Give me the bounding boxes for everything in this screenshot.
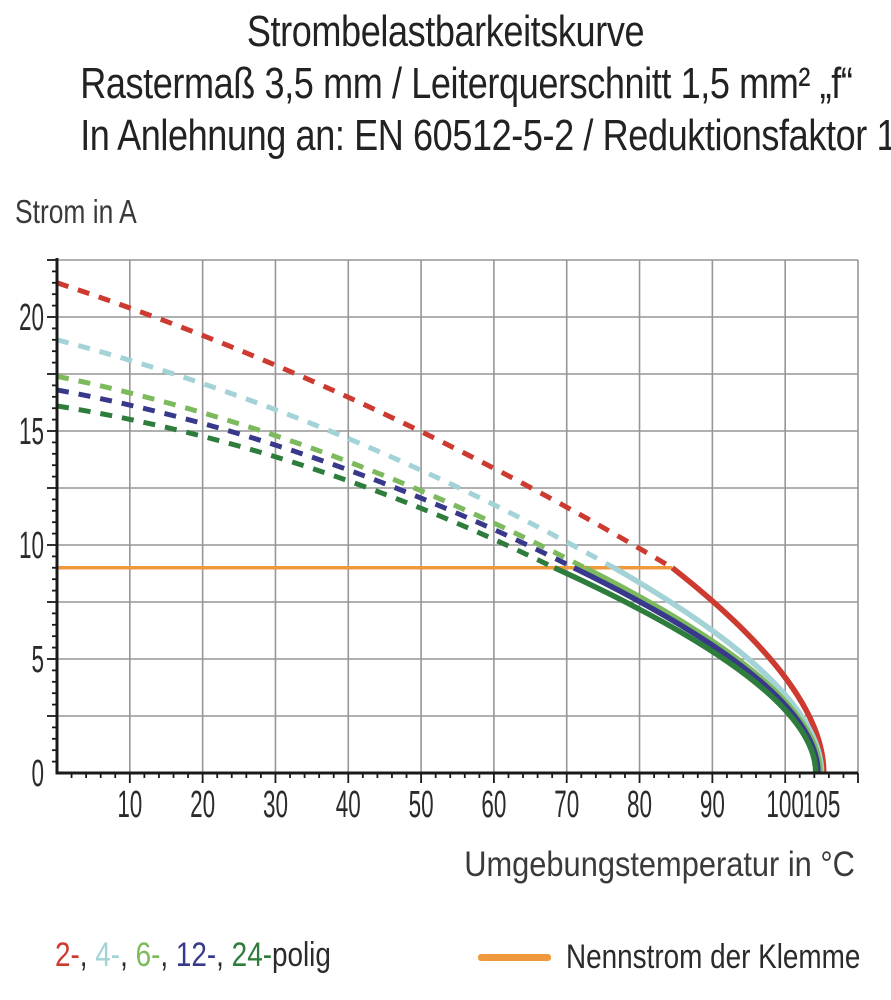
poles-legend-part: 6- <box>135 936 161 974</box>
x-tick-label: 60 <box>481 784 506 826</box>
curve-6-polig-dashed <box>56 373 587 571</box>
poles-legend-part: , <box>216 936 232 974</box>
y-tick-label: 10 <box>19 525 44 567</box>
poles-legend-part: 24- <box>231 936 272 974</box>
y-tick-label: 15 <box>19 411 44 453</box>
poles-legend-part: , <box>120 936 136 974</box>
poles-legend-part: , <box>160 936 176 974</box>
rated-current-swatch <box>478 953 551 961</box>
title-line-1: Strombelastbarkeitskurve <box>246 7 645 56</box>
x-tick-label: 105 <box>803 784 841 826</box>
chart-title-block: Strombelastbarkeitskurve Rastermaß 3,5 m… <box>80 6 891 162</box>
poles-legend-part: 2- <box>55 936 80 974</box>
curve-4-polig-dashed <box>56 337 616 570</box>
curve-2-polig-dashed <box>56 280 674 570</box>
title-line-3: In Anlehnung an: EN 60512-5-2 / Reduktio… <box>80 111 891 160</box>
rated-current-legend: Nennstrom der Klemme <box>478 936 891 978</box>
poles-legend: 2-, 4-, 6-, 12-, 24-polig <box>55 936 331 975</box>
y-axis-title: Strom in A <box>15 193 137 230</box>
x-tick-label: 20 <box>190 784 215 826</box>
poles-legend-part: polig <box>271 936 331 974</box>
poles-legend-part: 12- <box>175 936 217 974</box>
curve-12-polig-dashed <box>56 387 576 571</box>
x-tick-label: 90 <box>700 784 725 826</box>
y-tick-label: 0 <box>32 753 45 795</box>
poles-legend-part: 4- <box>95 936 121 974</box>
x-tick-label: 50 <box>409 784 434 826</box>
y-tick-label: 5 <box>32 639 45 681</box>
curve-24-polig-dashed <box>56 403 556 571</box>
curve-24-polig-solid <box>553 565 819 774</box>
curve-2-polig-solid <box>670 565 827 774</box>
x-tick-label: 100 <box>766 784 804 826</box>
x-tick-label: 40 <box>336 784 361 826</box>
poles-legend-part: , <box>79 936 96 974</box>
x-tick-label: 30 <box>263 784 288 826</box>
title-line-2: Rastermaß 3,5 mm / Leiterquerschnitt 1,5… <box>80 59 853 108</box>
rated-current-label: Nennstrom der Klemme <box>566 937 861 976</box>
x-tick-label: 70 <box>554 784 579 826</box>
x-axis-title: Umgebungstemperatur in °C <box>464 845 855 884</box>
x-tick-label: 80 <box>627 784 652 826</box>
x-tick-label: 10 <box>117 784 142 826</box>
y-tick-label: 20 <box>19 297 44 339</box>
